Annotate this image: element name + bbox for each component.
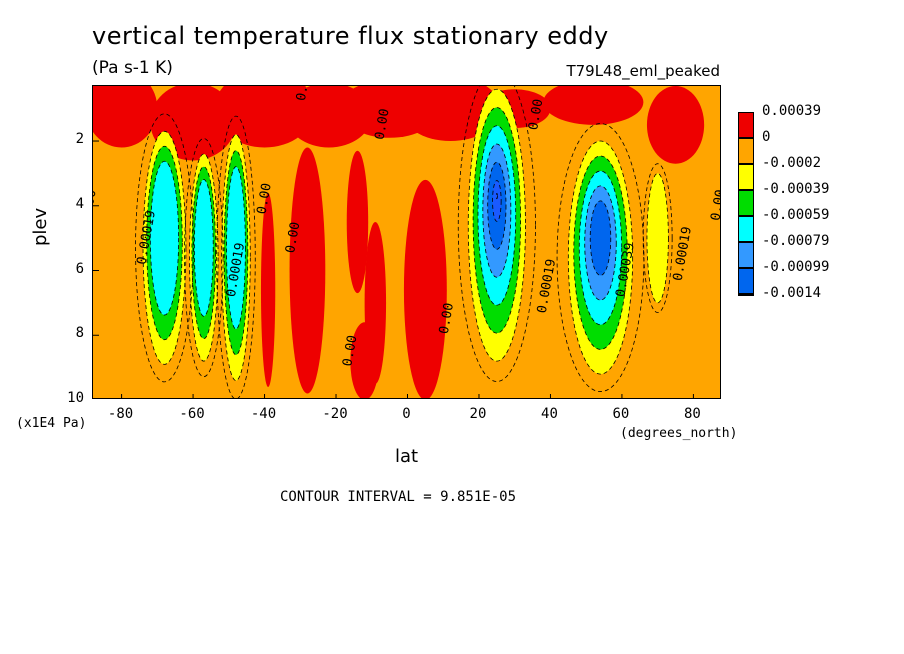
legend-label-2: -0.0002 — [762, 155, 822, 171]
y-tick-4: 4 — [75, 195, 84, 212]
units-label: (Pa s-1 K) — [92, 58, 173, 78]
contour-interval: CONTOUR INTERVAL = 9.851E-05 — [280, 489, 517, 505]
outer-contour-0 — [135, 113, 194, 383]
x-tick-60: 60 — [612, 406, 630, 422]
x-axis-unit: (degrees_north) — [620, 426, 738, 441]
negative-lobe-0-level-2 — [149, 160, 180, 316]
positive-region-13 — [260, 192, 276, 388]
y-axis-unit: (x1E4 Pa) — [16, 416, 87, 431]
x-tick-80: 80 — [683, 406, 701, 422]
positive-region-10 — [346, 150, 369, 294]
x-tick--80: -80 — [107, 406, 134, 422]
legend-swatch-0 — [738, 112, 754, 138]
legend-label-6: -0.00099 — [762, 259, 830, 275]
negative-lobe-3-level-5 — [492, 180, 502, 222]
legend-label-7: -0.0014 — [762, 285, 822, 301]
negative-lobe-4-level-4 — [589, 200, 612, 276]
y-tick-2: 2 — [75, 131, 84, 148]
legend-label-1: 0 — [762, 129, 771, 145]
legend-label-5: -0.00079 — [762, 233, 830, 249]
y-tick-6: 6 — [75, 260, 84, 277]
contour-label-7: 0.00 — [294, 86, 314, 102]
positive-region-0 — [93, 86, 158, 148]
y-tick-8: 8 — [75, 325, 84, 342]
plot-area: 0.00 0.00019 0.00019 0.00 0.00 0.00 0.00 0.00 0.… — [92, 85, 721, 399]
positive-region-12 — [403, 179, 447, 398]
y-tick-10: 10 — [67, 390, 84, 406]
legend-swatch-1 — [738, 138, 754, 164]
x-tick--60: -60 — [179, 406, 205, 422]
positive-region-9 — [289, 147, 326, 394]
legend-swatch-6 — [738, 268, 754, 294]
positive-region-7 — [543, 86, 644, 125]
positive-region-5 — [400, 86, 501, 142]
legend-swatch-3 — [738, 190, 754, 216]
negative-lobe-5-level-0 — [646, 173, 669, 304]
legend-swatch-lowest — [738, 294, 754, 296]
outer-contour-1 — [184, 138, 224, 378]
positive-region-14 — [350, 322, 379, 398]
contour-label-4: 0.00 — [283, 221, 303, 254]
contour-label-13: 0.00 — [708, 188, 721, 221]
outer-contour-2 — [216, 115, 256, 398]
run-label: T79L48_eml_peaked — [566, 62, 720, 80]
negative-lobe-3-level-6 — [495, 192, 498, 200]
x-tick--40: -40 — [250, 406, 277, 422]
x-tick--20: -20 — [322, 406, 348, 422]
negative-lobe-1-level-2 — [193, 179, 214, 317]
x-axis-label: lat — [395, 446, 419, 467]
x-tick-0: 0 — [402, 406, 411, 422]
positive-region-2 — [214, 86, 315, 148]
x-tick-20: 20 — [469, 406, 487, 422]
contour-label-9: 0.00 — [526, 98, 546, 131]
contour-label-6: 0.00 — [437, 302, 457, 335]
negative-lobe-2-level-2 — [226, 166, 246, 330]
legend-swatch-4 — [738, 216, 754, 242]
legend-swatch-5 — [738, 242, 754, 268]
x-tick-40: 40 — [541, 406, 558, 422]
contour-label-3: 0.00 — [255, 182, 275, 215]
outer-contour-5 — [642, 163, 673, 313]
legend-label-0: 0.00039 — [762, 103, 822, 119]
positive-region-8 — [646, 86, 705, 164]
legend-label-3: -0.00039 — [762, 181, 830, 197]
contour-label-5: 0.00 — [340, 334, 360, 367]
contour-label-0: 0.00 — [93, 188, 100, 221]
legend-label-4: -0.00059 — [762, 207, 830, 223]
chart-title: vertical temperature flux stationary edd… — [92, 22, 609, 50]
y-axis-label: plev — [30, 207, 51, 246]
contour-label-8: 0.00 — [373, 108, 393, 141]
legend-swatch-2 — [738, 164, 754, 190]
